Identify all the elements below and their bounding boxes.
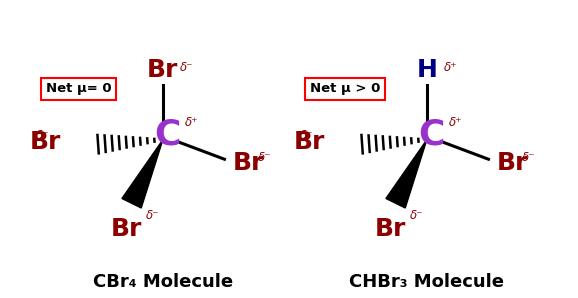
Text: δ⁻: δ⁻ xyxy=(36,129,49,142)
Text: δ⁺: δ⁺ xyxy=(443,61,457,74)
Text: δ⁻: δ⁻ xyxy=(522,151,535,164)
Text: Br: Br xyxy=(147,58,179,82)
Text: δ⁺: δ⁺ xyxy=(184,116,198,129)
Text: CBr₄ Molecule: CBr₄ Molecule xyxy=(93,273,233,291)
Text: Br: Br xyxy=(375,217,406,241)
Text: δ⁻: δ⁻ xyxy=(180,61,193,74)
Text: CHBr₃ Molecule: CHBr₃ Molecule xyxy=(349,273,505,291)
Text: Net μ= 0: Net μ= 0 xyxy=(46,82,111,95)
Text: Net μ > 0: Net μ > 0 xyxy=(310,82,380,95)
Text: Br: Br xyxy=(232,151,264,175)
Text: δ⁺: δ⁺ xyxy=(449,116,462,129)
Text: δ⁻: δ⁻ xyxy=(258,151,271,164)
Text: δ⁻: δ⁻ xyxy=(300,129,313,142)
Text: C: C xyxy=(154,118,181,152)
Text: Br: Br xyxy=(497,151,528,175)
Text: Br: Br xyxy=(294,130,325,154)
Text: C: C xyxy=(418,118,445,152)
Polygon shape xyxy=(386,140,427,208)
Text: δ⁻: δ⁻ xyxy=(410,209,424,222)
Polygon shape xyxy=(122,140,163,208)
Text: Br: Br xyxy=(111,217,142,241)
Text: δ⁻: δ⁻ xyxy=(146,209,160,222)
Text: H: H xyxy=(416,58,438,82)
Text: Br: Br xyxy=(30,130,61,154)
